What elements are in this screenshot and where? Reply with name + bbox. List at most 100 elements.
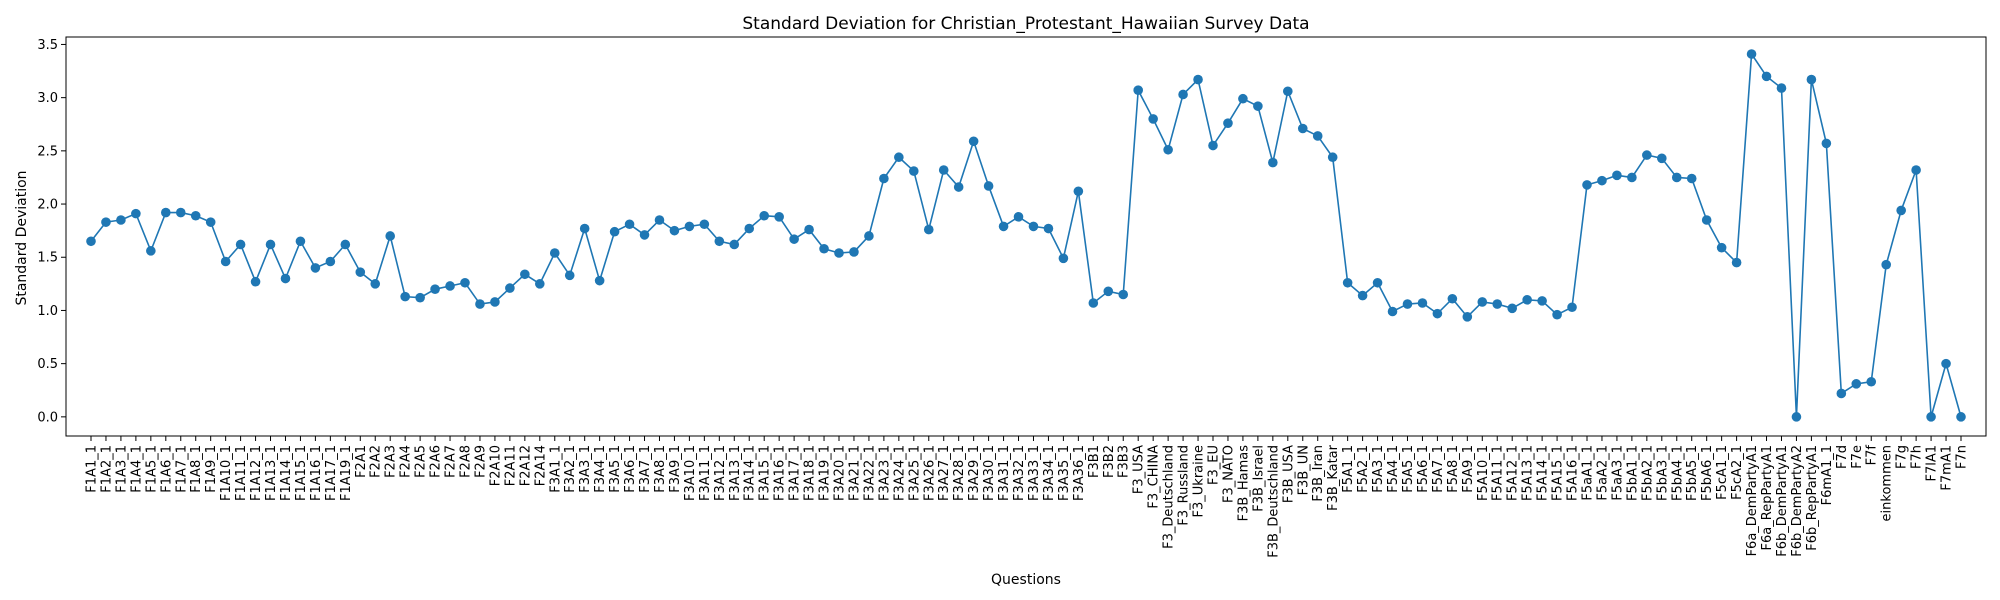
- data-point: [250, 276, 261, 287]
- data-point: [1043, 223, 1054, 234]
- data-point: [161, 207, 171, 218]
- x-tick-label: F3A17_1: [788, 445, 803, 501]
- x-tick-label: F1A16_1: [309, 445, 324, 501]
- data-point: [1881, 259, 1891, 270]
- y-tick-label: 3.5: [37, 38, 58, 53]
- x-tick-label: F1A11_1: [234, 445, 249, 501]
- x-tick-label: F3A24_1: [892, 445, 907, 501]
- x-tick-label: F2A14: [533, 445, 548, 486]
- data-point: [998, 221, 1009, 232]
- data-point: [953, 182, 964, 192]
- x-tick-label: F1A10_1: [219, 445, 234, 501]
- x-tick-label: F1A7_1: [174, 445, 189, 493]
- data-point: [235, 239, 246, 250]
- x-tick-label: F2A4: [399, 445, 414, 478]
- data-point: [729, 239, 740, 250]
- x-tick-label: F3B2: [1102, 445, 1117, 478]
- data-point: [325, 256, 336, 267]
- data-point: [205, 217, 216, 227]
- data-point: [1657, 153, 1667, 164]
- x-tick-label: F5A16_1: [1566, 445, 1581, 501]
- x-tick-label: F3_USA: [1132, 445, 1147, 494]
- x-tick-label: F3_EU: [1207, 445, 1222, 485]
- data-point: [1238, 93, 1248, 104]
- data-point: [430, 284, 440, 294]
- data-point: [1507, 303, 1517, 314]
- data-point: [295, 236, 306, 247]
- data-point: [1327, 152, 1338, 163]
- x-tick-label: F7f: [1865, 445, 1880, 466]
- y-tick-label: 0.5: [37, 357, 58, 372]
- data-point: [1552, 309, 1562, 320]
- data-point: [549, 248, 560, 258]
- data-point: [1671, 172, 1682, 183]
- data-point: [1058, 253, 1069, 264]
- data-point: [1836, 388, 1847, 399]
- y-tick-label: 1.0: [37, 304, 58, 319]
- chart-title: Standard Deviation for Christian_Protest…: [742, 14, 1309, 34]
- x-tick-label: F3A8_1: [653, 445, 668, 493]
- data-point: [669, 225, 680, 236]
- data-point: [1402, 299, 1413, 309]
- data-point: [1956, 412, 1966, 422]
- data-point: [804, 224, 814, 235]
- x-tick-label: F3B_USA: [1281, 445, 1296, 503]
- data-point: [415, 292, 425, 303]
- x-tick-label: F3_Ukraine: [1192, 445, 1207, 517]
- data-point: [1746, 49, 1757, 59]
- data-point: [1462, 312, 1473, 322]
- x-tick-label: F1A5_1: [144, 445, 159, 493]
- data-point: [759, 210, 769, 221]
- data-point: [1283, 86, 1293, 97]
- x-tick-label: F5cA1_1: [1715, 445, 1730, 500]
- x-tick-label: F1A9_1: [204, 445, 219, 493]
- data-point: [1522, 295, 1532, 305]
- x-tick-label: F5A7_1: [1431, 445, 1446, 493]
- x-tick-label: F7g: [1895, 445, 1910, 469]
- x-tick-label: F2A12: [518, 445, 533, 486]
- x-tick-label: F3A16_1: [773, 445, 788, 501]
- data-point: [1372, 277, 1383, 288]
- data-point: [310, 263, 321, 273]
- data-point: [819, 243, 829, 254]
- data-point: [1163, 144, 1173, 155]
- x-tick-label: F6b_DemPartyA2: [1790, 445, 1805, 557]
- x-tick-label: F6a_RepPartyA1: [1760, 445, 1775, 550]
- data-point: [609, 226, 620, 237]
- x-tick-label: F1A8_1: [189, 445, 204, 493]
- data-point: [445, 281, 455, 291]
- data-point: [116, 215, 126, 225]
- x-tick-label: F3A15_1: [758, 445, 773, 501]
- x-tick-label: F3A32_1: [1012, 445, 1027, 501]
- x-tick-label: F3A21_1: [847, 445, 862, 501]
- x-tick-label: F5A1_1: [1341, 445, 1356, 493]
- x-tick-label: F5A5_1: [1401, 445, 1416, 493]
- data-point: [1447, 293, 1458, 304]
- data-point: [1133, 85, 1143, 95]
- data-point: [400, 291, 410, 302]
- x-tick-label: F1A3_1: [114, 445, 129, 493]
- x-tick-label: F3A30_1: [982, 445, 997, 501]
- data-point: [131, 208, 141, 219]
- data-point: [505, 283, 515, 293]
- data-point: [355, 267, 366, 277]
- y-tick-label: 0.0: [37, 410, 58, 425]
- x-tick-label: F3B_UN: [1296, 445, 1311, 495]
- data-point: [520, 269, 530, 280]
- data-point: [340, 239, 351, 250]
- x-tick-label: F3_CHINA: [1147, 445, 1162, 509]
- data-point: [834, 248, 844, 258]
- data-point: [220, 256, 231, 267]
- data-point: [864, 231, 874, 241]
- x-tick-label: F6mA1_1: [1820, 445, 1835, 505]
- data-point: [280, 273, 291, 284]
- data-point: [849, 247, 859, 257]
- x-tick-label: F3B_Iran: [1311, 445, 1326, 502]
- data-point: [370, 279, 381, 289]
- x-tick-label: F6a_DemPartyA1: [1745, 445, 1760, 556]
- x-tick-label: F1A14_1: [279, 445, 294, 501]
- x-tick-label: F2A7: [444, 445, 459, 478]
- x-tick-label: F1A2_1: [99, 445, 114, 493]
- plot-area: 0.0 0.5 1.0 1.5 2.0 2.5 3.0 3.5 F1A1_1 F1A2_1 F1A3…: [37, 36, 1987, 558]
- y-tick-label: 2.0: [37, 198, 58, 213]
